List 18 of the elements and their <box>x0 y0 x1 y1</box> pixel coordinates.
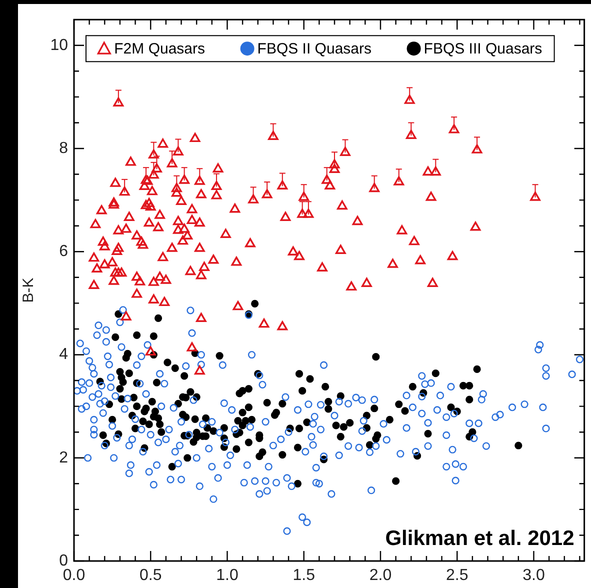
y-tick-label: 4 <box>59 346 68 364</box>
y-tick-label: 6 <box>59 243 68 260</box>
x-tick-label: 0.0 <box>62 567 86 584</box>
x-tick-label: 3.0 <box>522 567 545 584</box>
x-tick-label: 2.0 <box>369 567 392 584</box>
x-tick-label: 1.5 <box>292 567 316 584</box>
annotation: Glikman et al. 2012 <box>385 527 574 550</box>
legend-label: FBQS II Quasars <box>257 40 372 58</box>
y-tick-label: 2 <box>59 449 68 466</box>
y-axis-title: B-K <box>20 278 38 303</box>
legend-label: F2M Quasars <box>114 40 206 58</box>
x-tick-label: 2.5 <box>446 567 468 584</box>
y-tick-label: 0 <box>59 552 68 570</box>
y-tick-label: 10 <box>50 36 68 54</box>
y-tick-label: 8 <box>59 140 68 157</box>
legend-label: FBQS III Quasars <box>424 40 542 58</box>
x-tick-label: 1.0 <box>216 567 238 584</box>
x-tick-label: 0.5 <box>139 567 162 584</box>
